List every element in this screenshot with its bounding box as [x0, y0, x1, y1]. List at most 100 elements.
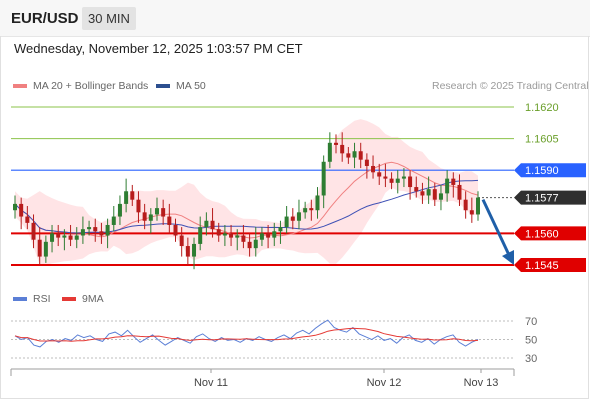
candle-body: [327, 142, 332, 162]
forecast-arrow-shaft: [481, 198, 511, 256]
legend-rsi: RSI: [13, 293, 51, 305]
candle-body: [364, 159, 369, 166]
candle-body: [432, 189, 437, 200]
candle-body: [476, 197, 480, 215]
candle-body: [272, 231, 277, 238]
candle-body: [253, 239, 258, 249]
candle-body: [142, 212, 147, 221]
candle-body: [105, 224, 110, 236]
candle-body: [309, 208, 314, 211]
candle-body: [161, 208, 166, 217]
candle-body: [185, 246, 190, 257]
candle-body: [469, 210, 474, 215]
chart-frame: [0, 36, 589, 399]
candle-body: [315, 195, 320, 211]
candle-body: [296, 212, 301, 221]
rsi-swatch: [13, 297, 27, 301]
legend-ma50: MA 50: [156, 80, 206, 92]
legend-ma50-label: MA 50: [176, 80, 206, 92]
candle-body: [13, 203, 17, 211]
level-label-1.1605: 1.1605: [525, 134, 559, 146]
candle-body: [408, 176, 413, 188]
candle-body: [414, 187, 419, 192]
candle-body: [303, 208, 308, 213]
legend-ma20: MA 20 + Bollinger Bands: [13, 80, 148, 92]
candle-body: [117, 203, 122, 217]
rsi-ma-line: [14, 327, 479, 342]
candle-body: [222, 233, 227, 236]
rsi-tick-50: 50: [525, 335, 537, 347]
legend-9ma-label: 9MA: [82, 293, 104, 305]
candle-body: [80, 229, 85, 236]
candle-body: [148, 214, 153, 221]
legend-ma20-label: MA 20 + Bollinger Bands: [33, 80, 149, 92]
candle-body: [278, 227, 283, 232]
candle-body: [124, 191, 129, 204]
candle-body: [216, 229, 221, 236]
credit-text: Research © 2025 Trading Central: [432, 80, 589, 92]
candle-body: [43, 241, 48, 257]
candle-body: [340, 144, 345, 154]
candle-body: [420, 191, 425, 196]
candle-body: [445, 178, 450, 194]
legend-9ma: 9MA: [62, 293, 104, 305]
candle-body: [198, 227, 203, 244]
candle-body: [25, 216, 30, 223]
timeframe-badge[interactable]: 30 MIN: [82, 7, 136, 30]
candle-body: [68, 235, 73, 240]
candle-body: [284, 216, 289, 228]
bollinger-band: [15, 119, 478, 266]
ma50-swatch: [156, 84, 170, 88]
candle-body: [358, 151, 363, 160]
candle-body: [389, 178, 394, 183]
candle-body: [56, 233, 61, 238]
candle-body: [438, 193, 443, 200]
candle-body: [204, 220, 209, 228]
price-tag-1.1545: [514, 258, 586, 272]
price-tag-1.1560: [514, 226, 586, 241]
candle-body: [235, 235, 240, 238]
candle-body: [31, 222, 36, 240]
ma9-swatch: [62, 297, 76, 301]
rsi-line: [14, 319, 479, 348]
candle-body: [383, 176, 388, 179]
candle-body: [192, 243, 197, 257]
candle-body: [93, 227, 98, 232]
candle-body: [173, 224, 178, 236]
candle-body: [259, 233, 264, 240]
forecast-arrow-head: [502, 250, 514, 265]
candle-body: [37, 239, 42, 257]
candle-body: [266, 233, 271, 238]
symbol-label: EUR/USD: [11, 10, 79, 27]
candle-body: [241, 235, 246, 242]
candle-body: [154, 208, 159, 215]
candle-body: [62, 235, 67, 238]
candle-body: [346, 153, 351, 158]
candle-body: [371, 165, 376, 173]
x-tick-label: Nov 12: [367, 377, 402, 389]
ma20-swatch: [13, 84, 27, 88]
candle-body: [99, 231, 104, 236]
level-label-1.1590: 1.1590: [525, 165, 559, 177]
candle-body: [377, 172, 382, 177]
candle-body: [229, 233, 234, 238]
ma50-line: [14, 179, 479, 234]
candle-body: [210, 220, 215, 230]
rsi-tick-30: 30: [525, 353, 537, 365]
x-tick-label: Nov 11: [194, 377, 228, 389]
level-label-1.1545: 1.1545: [525, 260, 559, 272]
candle-body: [401, 176, 406, 179]
legend-rsi-label: RSI: [33, 293, 51, 305]
candle-body: [451, 178, 456, 185]
candle-body: [352, 151, 357, 158]
candle-body: [395, 178, 400, 183]
level-label-1.1577: 1.1577: [525, 193, 559, 205]
candle-body: [463, 199, 468, 211]
candle-body: [426, 189, 431, 196]
level-label-1.1560: 1.1560: [525, 228, 559, 240]
price-tag-1.1590: [514, 163, 586, 178]
candle-body: [136, 199, 141, 213]
chart-header: EUR/USD 30 MIN: [0, 0, 590, 37]
x-tick-label: Nov 13: [464, 377, 499, 389]
